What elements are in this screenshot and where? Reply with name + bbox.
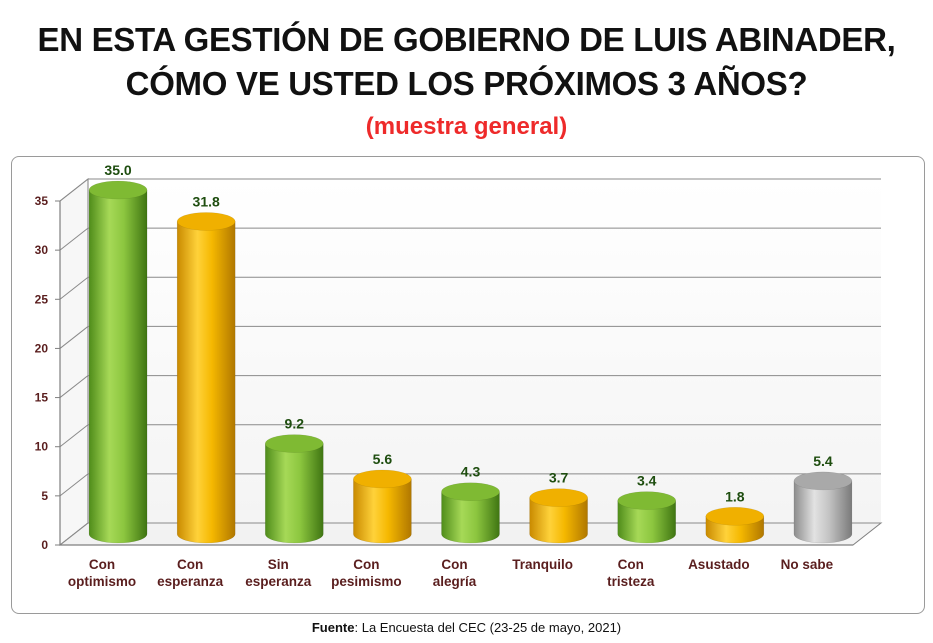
bar-top	[705, 507, 765, 526]
x-tick-label: Tranquilo	[512, 557, 573, 572]
chart-subtitle: (muestra general)	[365, 113, 568, 140]
bar-3	[353, 469, 412, 544]
x-tick-label-line: Sin	[268, 557, 289, 572]
bar-top	[176, 212, 236, 231]
x-tick-label-line: No sabe	[781, 557, 834, 572]
x-tick-label-line: pesimismo	[331, 574, 402, 589]
bar-top	[441, 482, 500, 501]
x-tick-label-line: alegría	[433, 574, 477, 589]
bar-body	[529, 497, 588, 544]
chart-title-line-1: EN ESTA GESTIÓN DE GOBIERNO DE LUIS ABIN…	[37, 21, 896, 58]
x-tick-label-line: Con	[618, 557, 644, 572]
x-tick-label-line: Con	[353, 557, 379, 572]
gridline-diagonal	[59, 473, 89, 497]
bar-7	[705, 507, 765, 544]
source-note: Fuente: La Encuesta del CEC (23-25 de ma…	[0, 620, 933, 635]
x-tick-label-line: Con	[89, 557, 115, 572]
gridline-diagonal	[59, 424, 89, 448]
y-tick-label: 25	[35, 292, 49, 306]
value-label: 3.7	[549, 470, 569, 486]
bar-body	[88, 189, 148, 544]
gridline-diagonal	[59, 375, 89, 398]
x-tick-label: Con esperanza	[157, 557, 224, 589]
bar-body	[265, 443, 324, 544]
gridline-diagonal	[59, 178, 89, 202]
value-label: 35.0	[104, 162, 131, 178]
bars	[88, 180, 853, 544]
bar-5	[529, 488, 588, 544]
value-label: 5.4	[813, 453, 833, 469]
bar-top	[617, 491, 676, 510]
chart-title-line-2: CÓMO VE USTED LOS PRÓXIMOS 3 AÑOS?	[125, 65, 808, 102]
value-label: 5.6	[373, 451, 393, 467]
bar-8	[793, 471, 853, 544]
bar-body	[617, 500, 676, 544]
y-tick-label: 5	[41, 489, 48, 503]
y-tick-label: 30	[35, 243, 49, 257]
bar-1	[176, 212, 236, 544]
x-tick-label-line: esperanza	[245, 574, 312, 589]
value-label: 3.4	[637, 473, 657, 489]
bar-top	[88, 180, 148, 200]
x-tick-label: Con tristeza	[607, 557, 655, 589]
bar-top	[353, 469, 412, 489]
bar-body	[176, 221, 236, 544]
bar-body	[353, 478, 412, 544]
bar-top	[265, 434, 324, 453]
y-tick-label: 20	[35, 341, 49, 355]
y-tick-label: 15	[35, 391, 49, 405]
x-tick-label: Sin esperanza	[245, 557, 312, 589]
x-tick-label: Con alegría	[433, 557, 477, 589]
x-tick-label: No sabe	[781, 557, 834, 572]
x-tick-label-line: optimismo	[68, 574, 136, 589]
source-label: Fuente	[311, 620, 355, 635]
value-label: 9.2	[285, 416, 305, 432]
value-label: 1.8	[725, 488, 745, 504]
y-tick-label: 0	[41, 538, 48, 552]
bar-body	[441, 491, 500, 544]
x-tick-label-line: esperanza	[157, 574, 224, 589]
x-tick-label-line: Con	[177, 557, 203, 572]
y-tick-label: 35	[35, 194, 49, 208]
bar-6	[617, 491, 676, 544]
y-tick-label: 10	[35, 440, 49, 454]
labels: 0 5 10 15 20 25 30 35 35.0 Con optimismo 31.8 Con esp…	[35, 162, 834, 589]
x-tick-label-line: tristeza	[607, 574, 655, 589]
value-label: 4.3	[461, 464, 481, 480]
bar-4	[441, 482, 500, 544]
gridline-diagonal	[59, 326, 89, 349]
bar-0	[88, 180, 148, 544]
source-text: : La Encuesta del CEC (23-25 de mayo, 20…	[354, 620, 622, 635]
x-tick-label-line: Asustado	[688, 557, 750, 572]
gridline-diagonal	[59, 522, 89, 546]
gridline-diagonal	[59, 276, 89, 300]
side-wall	[59, 177, 89, 547]
x-tick-label: Con pesimismo	[331, 557, 402, 589]
x-tick-label: Asustado	[688, 557, 750, 572]
bar-2	[265, 434, 324, 544]
bar-top	[529, 488, 588, 507]
gridline-diagonal	[59, 227, 89, 251]
x-tick-label-line: Con	[441, 557, 467, 572]
value-label: 31.8	[193, 193, 220, 209]
bar-body	[793, 480, 853, 544]
x-tick-label-line: Tranquilo	[512, 557, 573, 572]
x-tick-label: Con optimismo	[68, 557, 136, 589]
bar-top	[793, 471, 853, 491]
